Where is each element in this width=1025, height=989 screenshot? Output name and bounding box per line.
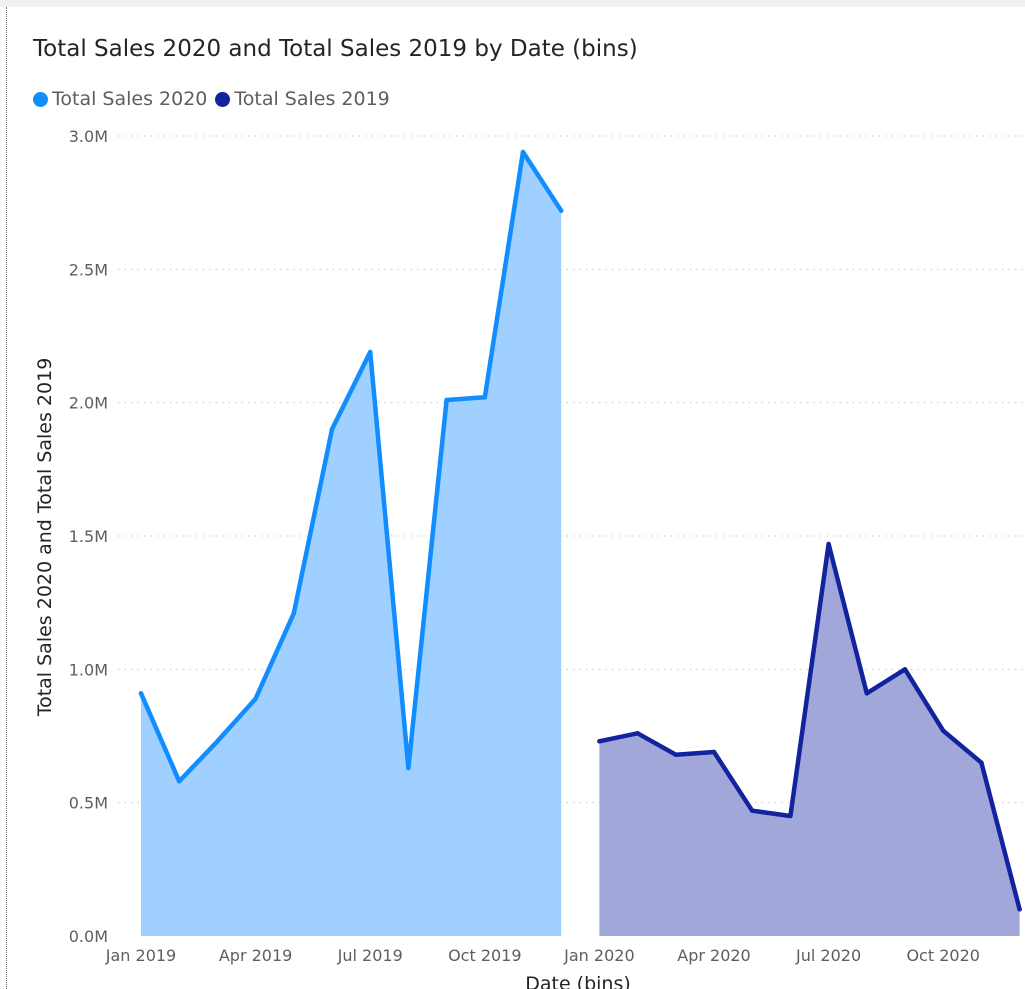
series-areas <box>141 152 1020 936</box>
y-tick-label: 0.5M <box>69 794 108 813</box>
data-point[interactable] <box>368 349 373 355</box>
data-point[interactable] <box>253 696 258 701</box>
chart-title: Total Sales 2020 and Total Sales 2019 by… <box>33 36 638 62</box>
x-tick-label: Oct 2020 <box>906 946 979 965</box>
legend-item-sales-2019[interactable]: Total Sales 2019 <box>215 88 390 110</box>
data-point[interactable] <box>979 760 984 765</box>
data-point[interactable] <box>1017 907 1022 912</box>
data-point[interactable] <box>444 397 449 403</box>
legend-label: Total Sales 2019 <box>234 88 390 110</box>
series-line <box>138 149 564 784</box>
legend-dot-icon <box>215 91 231 107</box>
y-axis-title: Total Sales 2020 and Total Sales 2019 <box>34 358 56 718</box>
x-tick-label: Jul 2020 <box>795 946 861 965</box>
visual-border <box>6 7 7 989</box>
series-lines <box>138 149 1022 912</box>
x-axis: Jan 2019 Apr 2019 Jul 2019 Oct 2019 Jan 2020… <box>105 946 980 965</box>
y-tick-label: 2.5M <box>69 260 108 279</box>
y-tick-label: 2.0M <box>69 394 108 413</box>
legend: Total Sales 2020 Total Sales 2019 <box>33 86 398 112</box>
y-tick-label: 1.5M <box>69 527 108 546</box>
series-area <box>599 544 1020 936</box>
data-point[interactable] <box>215 739 220 744</box>
data-point[interactable] <box>711 749 717 755</box>
data-point[interactable] <box>635 731 640 736</box>
y-tick-label: 3.0M <box>69 127 108 146</box>
data-point[interactable] <box>673 752 678 757</box>
data-point[interactable] <box>177 779 182 784</box>
legend-dot-icon <box>33 91 48 107</box>
data-point[interactable] <box>902 667 908 672</box>
top-strip <box>0 0 1025 7</box>
x-axis-title: Date (bins) <box>525 973 631 989</box>
legend-item-sales-2020[interactable]: Total Sales 2020 <box>33 88 207 110</box>
data-point[interactable] <box>520 149 526 155</box>
x-tick-label: Jan 2020 <box>563 946 634 965</box>
x-tick-label: Jul 2019 <box>337 946 403 965</box>
data-point[interactable] <box>788 813 793 819</box>
series-area <box>141 152 562 936</box>
y-axis: 0.0M 0.5M 1.0M 1.5M 2.0M 2.5M 3.0M <box>69 127 108 946</box>
data-point[interactable] <box>750 808 755 813</box>
data-point[interactable] <box>329 427 335 432</box>
data-point[interactable] <box>138 691 144 696</box>
data-point[interactable] <box>597 739 602 744</box>
x-tick-label: Oct 2019 <box>448 946 521 965</box>
data-point[interactable] <box>826 541 831 547</box>
series-line <box>597 541 1022 912</box>
y-tick-label: 1.0M <box>69 660 108 679</box>
x-tick-label: Apr 2019 <box>219 946 292 965</box>
x-tick-label: Apr 2020 <box>677 946 750 965</box>
y-tick-label: 0.0M <box>69 927 108 946</box>
data-point[interactable] <box>864 691 869 696</box>
data-point[interactable] <box>941 728 946 733</box>
data-point[interactable] <box>291 611 296 616</box>
data-point[interactable] <box>482 395 487 400</box>
data-point[interactable] <box>406 765 411 771</box>
data-point[interactable] <box>559 208 564 213</box>
legend-label: Total Sales 2020 <box>52 88 208 110</box>
x-tick-label: Jan 2019 <box>105 946 176 965</box>
